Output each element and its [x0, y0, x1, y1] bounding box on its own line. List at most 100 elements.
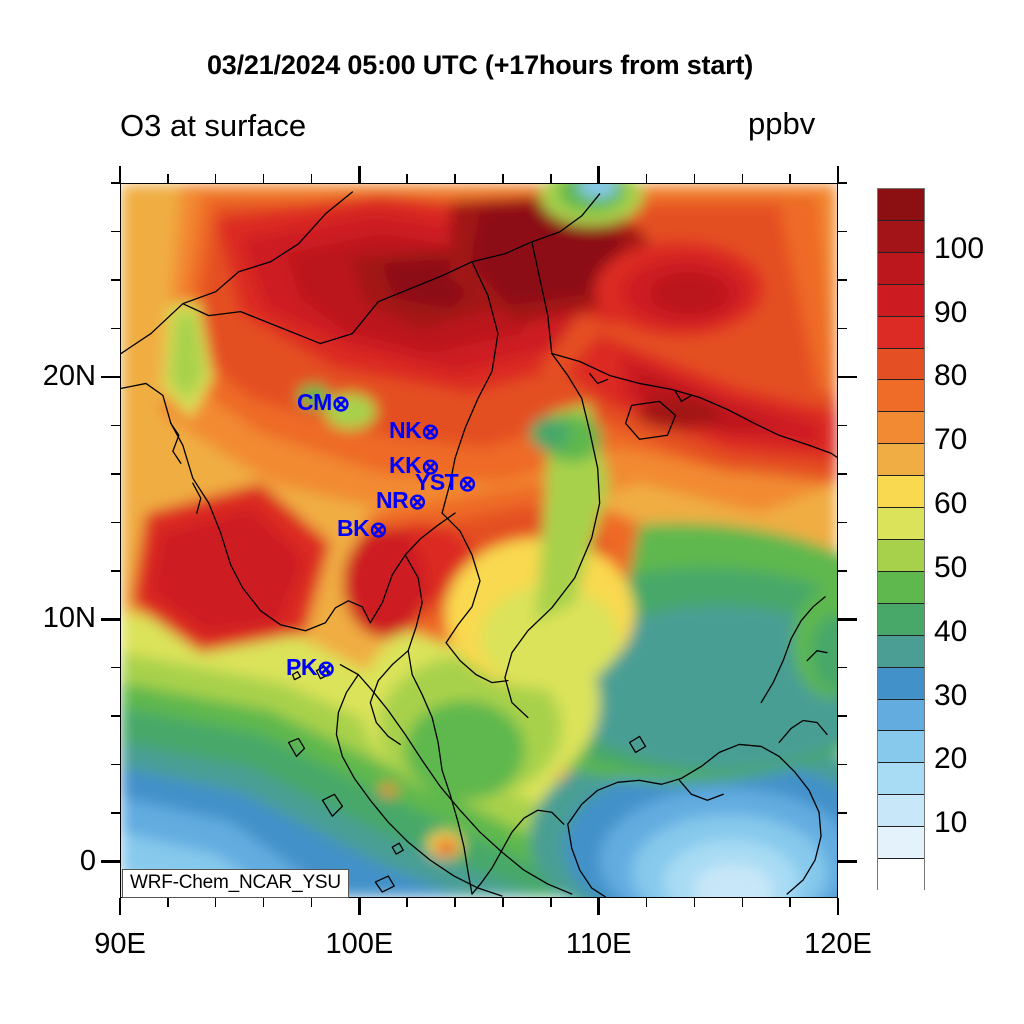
station-label-pk: PK: [286, 654, 317, 680]
station-marker-cm[interactable]: CM⊗: [297, 391, 350, 415]
station-label-yst: YST: [415, 469, 459, 495]
axis-tick: [310, 174, 313, 183]
axis-tick: [406, 174, 408, 183]
axis-tick: [836, 166, 840, 183]
axis-tick: [838, 812, 847, 814]
axis-tick: [838, 570, 847, 572]
axis-tick: [214, 898, 217, 907]
colorbar-band: [878, 731, 924, 764]
colorbar-band: [878, 189, 924, 221]
axis-tick: [502, 898, 504, 907]
axis-tick: [838, 375, 857, 379]
axis-tick: [838, 424, 847, 427]
axis-tick: [693, 174, 696, 183]
axis-tick: [838, 618, 857, 621]
station-marker-kk[interactable]: KK⊗: [389, 452, 440, 479]
axis-tick: [111, 715, 120, 717]
colorbar-band: [878, 220, 924, 253]
ozone-contour-field: [121, 184, 837, 897]
axis-tick: [111, 570, 120, 572]
station-glyph-icon: ⊗: [421, 454, 440, 479]
axis-tick: [838, 279, 847, 281]
axis-tick: [838, 860, 857, 863]
axis-tick: [111, 473, 120, 475]
axis-tick: [111, 521, 120, 524]
colorbar-band: [878, 508, 924, 540]
colorbar-tick-label: 70: [934, 423, 968, 457]
colorbar-band: [878, 571, 924, 604]
station-glyph-icon: ⊗: [458, 471, 477, 496]
colorbar-band: [878, 795, 924, 828]
axis-tick: [645, 898, 648, 907]
station-marker-bk[interactable]: BK⊗: [337, 515, 388, 541]
station-label-kk: KK: [389, 452, 422, 478]
axis-tick: [838, 230, 847, 233]
station-glyph-icon: ⊗: [421, 419, 440, 444]
colorbar-band: [878, 539, 924, 572]
axis-tick: [789, 898, 791, 907]
axis-tick: [101, 860, 120, 863]
axis-tick: [838, 715, 847, 717]
colorbar-tick-label: 40: [934, 614, 968, 648]
axis-tick: [454, 174, 456, 183]
station-glyph-icon: ⊗: [331, 391, 350, 416]
colorbar-band: [878, 699, 924, 732]
axis-tick: [836, 898, 840, 915]
axis-tick: [111, 279, 120, 281]
colorbar-tick-label: 20: [934, 742, 968, 776]
colorbar[interactable]: [877, 188, 925, 891]
station-marker-yst[interactable]: YST⊗: [415, 469, 477, 496]
colorbar-tick-label: 50: [934, 550, 968, 584]
axis-tick: [118, 898, 122, 915]
axis-tick: [693, 898, 696, 907]
station-marker-pk[interactable]: PK⊗: [286, 656, 335, 680]
axis-tick: [111, 763, 120, 766]
x-tick-label: 100E: [325, 928, 394, 960]
axis-tick: [358, 898, 361, 915]
model-watermark: WRF-Chem_NCAR_YSU: [122, 869, 349, 898]
axis-tick: [111, 327, 120, 330]
colorbar-band: [878, 380, 924, 413]
station-label-nk: NK: [389, 417, 422, 443]
axis-tick: [838, 182, 847, 184]
colorbar-band: [878, 252, 924, 285]
axis-tick: [645, 174, 648, 183]
station-marker-nk[interactable]: NK⊗: [389, 417, 440, 444]
axis-tick: [214, 174, 217, 183]
x-tick-label: 90E: [94, 928, 146, 960]
colorbar-tick-label: 60: [934, 487, 968, 521]
axis-tick: [111, 230, 120, 233]
colorbar-band: [878, 763, 924, 796]
axis-tick: [111, 182, 120, 184]
map-plot-area[interactable]: CM⊗ NK⊗ KK⊗ YST⊗ NR⊗ BK⊗ PK⊗: [120, 183, 838, 898]
axis-tick: [454, 898, 456, 907]
x-tick-label: 110E: [565, 928, 632, 960]
axis-tick: [262, 898, 265, 907]
colorbar-band: [878, 635, 924, 668]
axis-tick: [358, 166, 361, 183]
axis-tick: [406, 898, 408, 907]
colorbar-band: [878, 348, 924, 381]
axis-tick: [262, 174, 265, 183]
axis-tick: [111, 424, 120, 427]
colorbar-tick-label: 10: [934, 806, 968, 840]
colorbar-band: [878, 284, 924, 317]
axis-tick: [310, 898, 313, 907]
station-marker-nr[interactable]: NR⊗: [376, 487, 427, 513]
axis-tick: [741, 898, 744, 907]
colorbar-band: [878, 603, 924, 636]
axis-tick: [101, 618, 120, 621]
colorbar-band: [878, 412, 924, 445]
station-label-nr: NR: [376, 487, 409, 513]
station-label-bk: BK: [337, 515, 370, 541]
axis-tick: [111, 666, 120, 669]
colorbar-tick-label: 100: [934, 231, 985, 265]
axis-tick: [838, 327, 847, 330]
units-label: ppbv: [748, 106, 816, 141]
y-tick-label: 0: [79, 844, 96, 877]
colorbar-band: [878, 316, 924, 349]
station-glyph-icon: ⊗: [316, 656, 335, 681]
y-tick-label: 10N: [42, 602, 96, 635]
axis-tick: [597, 898, 600, 915]
axis-tick: [741, 174, 744, 183]
